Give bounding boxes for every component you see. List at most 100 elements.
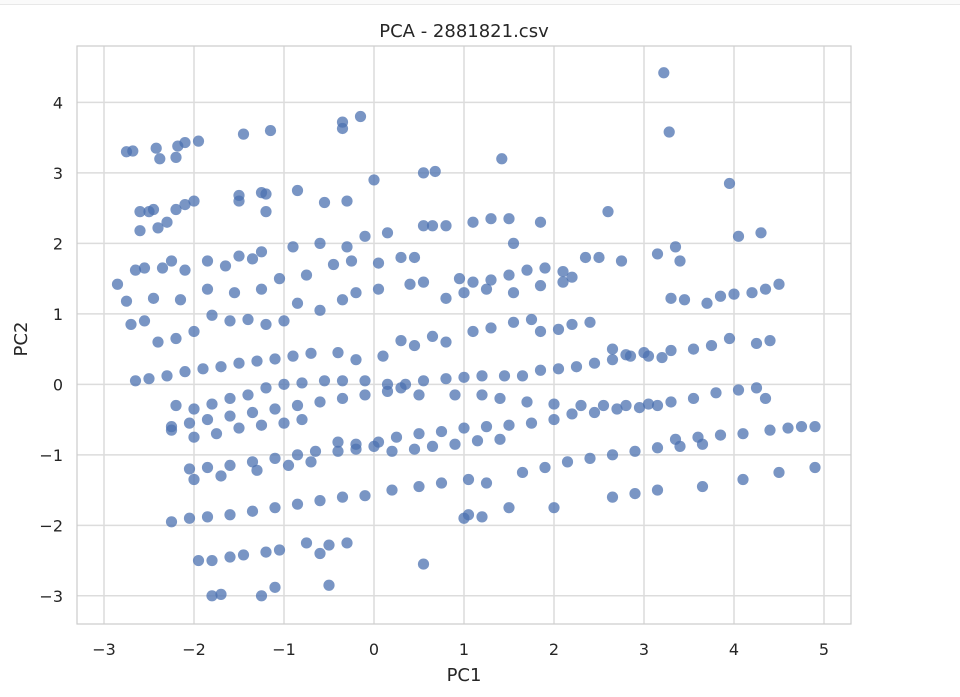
scatter-point [206, 590, 218, 602]
scatter-point [255, 590, 268, 602]
scatter-point [539, 262, 551, 274]
scatter-point [435, 477, 448, 489]
scatter-point [476, 511, 488, 523]
scatter-point [134, 206, 146, 218]
scatter-point [341, 537, 353, 549]
scatter-point [314, 396, 326, 408]
scatter-point [611, 403, 623, 415]
scatter-point [188, 403, 200, 415]
scatter-point [534, 216, 547, 228]
scatter-point [417, 167, 430, 179]
scatter-point [494, 392, 506, 405]
scatter-point [642, 350, 655, 362]
scatter-point [345, 255, 358, 267]
scatter-point [206, 309, 218, 321]
scatter-point [629, 487, 641, 500]
scatter-point [291, 498, 304, 510]
scatter-point [809, 421, 821, 433]
scatter-point [269, 581, 281, 593]
y-axis-label: PC2 [11, 322, 32, 357]
scatter-point [467, 216, 479, 228]
scatter-point [746, 287, 758, 299]
scatter-point [449, 438, 461, 450]
scatter-point [215, 588, 227, 600]
scatter-point [224, 410, 236, 422]
scatter-point [255, 419, 268, 431]
scatter-point [687, 392, 700, 405]
notebook-top-rule [0, 0, 960, 5]
scatter-point [233, 195, 245, 207]
scatter-point [663, 126, 675, 138]
scatter-point [521, 396, 533, 408]
x-tick-label: 0 [369, 640, 379, 659]
x-tick-label: 4 [729, 640, 739, 659]
x-tick-label: 2 [549, 640, 559, 659]
scatter-point [273, 544, 286, 556]
scatter-point [606, 343, 619, 355]
scatter-point [246, 505, 259, 517]
scatter-point [503, 269, 515, 281]
scatter-point [260, 382, 272, 394]
scatter-point [350, 443, 362, 455]
scatter-point [127, 145, 139, 157]
scatter-point [395, 251, 407, 264]
x-axis-label: PC1 [447, 665, 482, 686]
scatter-point [642, 398, 655, 410]
scatter-point [291, 184, 304, 197]
scatter-point [485, 213, 497, 225]
x-tick-label: −2 [182, 640, 206, 659]
scatter-point [147, 292, 160, 304]
scatter-point [656, 351, 668, 364]
scatter-point [255, 246, 268, 258]
scatter-point [714, 429, 727, 441]
scatter-point [188, 195, 200, 207]
scatter-point [507, 237, 520, 249]
scatter-point [323, 539, 335, 551]
scatter-point [201, 255, 214, 267]
x-tick-label: 1 [459, 640, 469, 659]
scatter-point [318, 375, 331, 387]
scatter-point [557, 265, 569, 278]
scatter-point [251, 464, 263, 476]
scatter-point [269, 452, 281, 464]
scatter-point [161, 370, 173, 382]
scatter-point [723, 177, 736, 190]
scatter-point [507, 316, 520, 328]
scatter-point [291, 297, 304, 309]
scatter-point [602, 206, 614, 218]
scatter-point [440, 373, 452, 385]
scatter-point [201, 413, 214, 426]
scatter-point [413, 480, 425, 493]
scatter-point [332, 436, 344, 448]
scatter-point [372, 257, 385, 269]
scatter-point [651, 399, 664, 412]
scatter-point [696, 480, 709, 493]
scatter-point [201, 511, 214, 523]
scatter-point [260, 188, 272, 200]
scatter-points [111, 67, 821, 602]
scatter-point [584, 316, 596, 328]
scatter-point [386, 484, 398, 496]
scatter-point [516, 370, 529, 382]
scatter-point [503, 213, 515, 225]
scatter-point [260, 206, 272, 218]
scatter-point [170, 203, 182, 216]
scatter-point [665, 344, 677, 357]
scatter-point [764, 424, 776, 436]
scatter-point [327, 258, 340, 271]
scatter-point [435, 425, 448, 438]
scatter-point [255, 283, 268, 295]
scatter-point [557, 276, 569, 288]
scatter-point [471, 435, 484, 447]
scatter-point [737, 473, 749, 486]
scatter-point [503, 419, 515, 431]
scatter-point [395, 335, 407, 347]
scatter-point [120, 295, 133, 307]
scatter-point [350, 287, 362, 299]
scatter-point [696, 438, 709, 450]
scatter-point [359, 375, 371, 387]
scatter-point [273, 273, 286, 285]
scatter-point [350, 354, 362, 366]
scatter-point [233, 250, 245, 262]
scatter-point [264, 124, 277, 137]
